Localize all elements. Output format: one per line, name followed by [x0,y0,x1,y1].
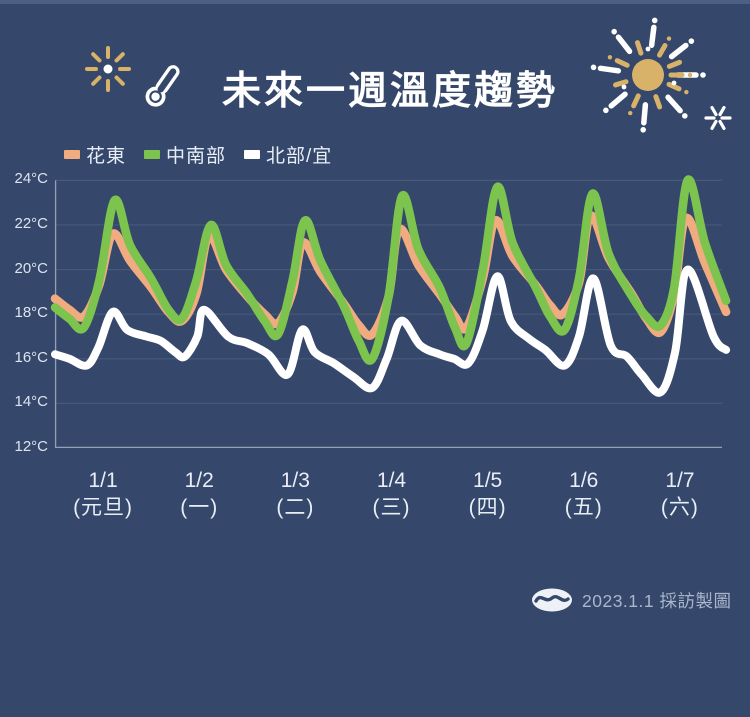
x-axis-label-1-7: 1/7 (六) [632,468,728,521]
legend-swatch-north-yilan [244,150,261,159]
legend-swatch-central-south [144,150,161,159]
series-line-north-yilan [51,265,731,397]
legend-label-huadong: 花東 [86,146,127,167]
x-axis-weekday: (元旦) [73,496,134,519]
y-axis-label-18: 18°C [14,304,48,322]
x-axis-weekday: (五) [564,496,603,519]
credit-block: 2023.1.1 採訪製圖 [531,587,731,613]
top-accent-strip [0,0,750,4]
legend-item-central-south: 中南部 [144,141,226,168]
y-axis-label-14: 14°C [14,393,48,411]
x-axis-label-1-2: 1/2 (一) [151,468,247,521]
x-axis-date: 1/6 [569,469,599,492]
legend-label-north-yilan: 北部/宜 [266,146,333,167]
legend-item-huadong: 花東 [64,141,126,168]
sparkle-asterisk-icon [704,106,732,130]
x-axis-weekday: (六) [660,496,699,519]
x-axis-weekday: (一) [180,496,219,519]
y-axis-label-16: 16°C [14,348,48,366]
y-axis-label-22: 22°C [14,214,48,232]
x-axis-label-1-3: 1/3 (二) [247,468,343,521]
x-axis-label-1-4: 1/4 (三) [343,468,439,521]
page-title: 未來一週溫度趨勢 [221,70,558,113]
x-axis-label-1-5: 1/5 (四) [440,468,536,521]
legend-item-north-yilan: 北部/宜 [244,141,332,168]
y-axis-label-20: 20°C [14,259,48,277]
series-line-central-south [50,175,731,365]
x-axis-date: 1/3 [280,469,310,492]
legend-label-central-south: 中南部 [166,146,227,167]
firework-large-icon [590,17,706,133]
credit-text: 2023.1.1 採訪製圖 [582,590,732,611]
legend-swatch-huadong [64,150,80,159]
y-axis-label-24: 24°C [14,170,48,188]
x-axis: 1/1 (元旦) 1/2 (一) 1/3 (二) 1/4 (三) 1/5 (四) 1/6 (五) 1/7… [55,468,728,521]
thermometer-icon [145,65,180,107]
news-eye-logo-icon [532,588,572,612]
temperature-line-chart [50,175,731,449]
chart-legend: 花東 中南部 北部/宜 [64,141,332,168]
x-axis-date: 1/4 [376,469,407,492]
x-axis-weekday: (二) [276,496,315,519]
x-axis-weekday: (四) [468,496,507,519]
x-axis-date: 1/2 [184,469,214,492]
x-axis-date: 1/7 [665,469,695,492]
x-axis-date: 1/1 [88,469,118,492]
x-axis-label-1-6: 1/6 (五) [536,468,632,521]
y-axis-label-12: 12°C [14,438,48,455]
sparkle-burst-small-icon [85,46,131,92]
x-axis-weekday: (三) [372,496,411,519]
x-axis-date: 1/5 [473,469,503,492]
x-axis-label-1-1: 1/1 (元旦) [55,468,151,521]
